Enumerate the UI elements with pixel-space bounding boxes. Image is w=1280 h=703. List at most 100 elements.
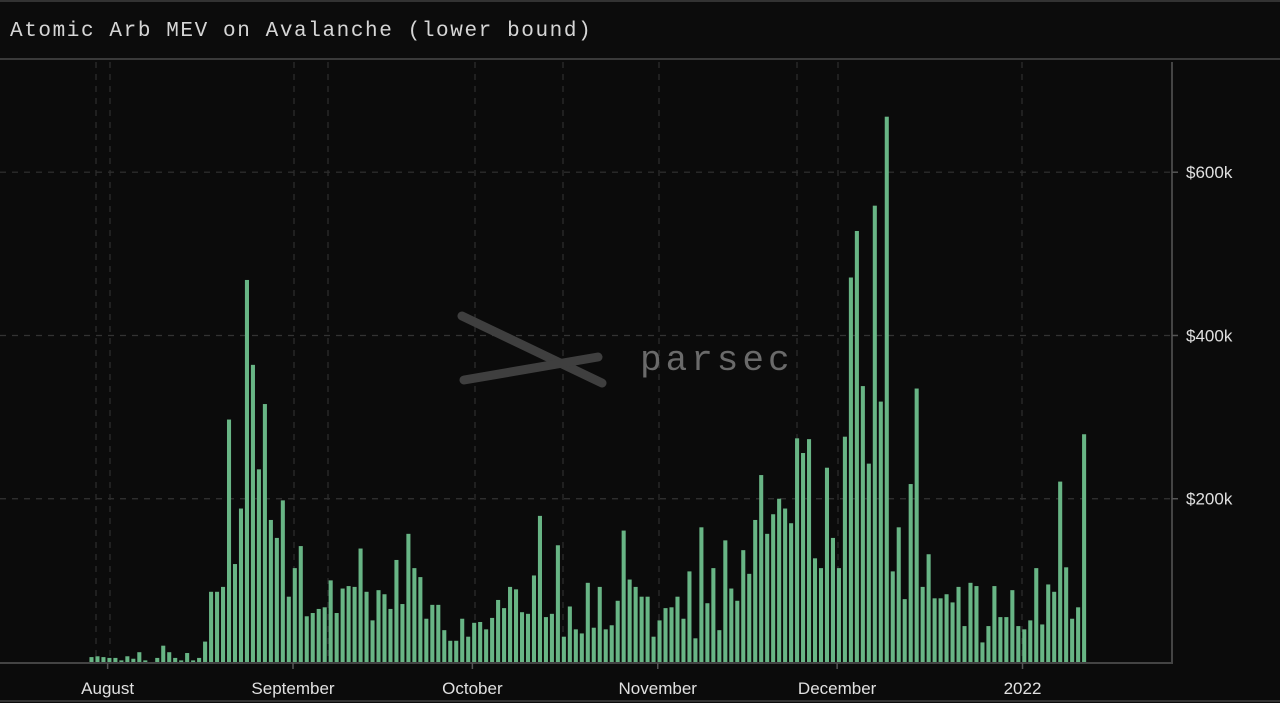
- bar: [902, 599, 907, 662]
- bar: [980, 642, 985, 662]
- bar: [334, 613, 339, 662]
- bar: [711, 568, 716, 662]
- bar: [950, 602, 955, 662]
- bar: [735, 600, 740, 662]
- bar: [424, 618, 429, 662]
- bar: [292, 568, 297, 662]
- bar: [101, 657, 106, 662]
- bar: [729, 588, 734, 662]
- bar: [609, 625, 614, 662]
- bar: [376, 590, 381, 662]
- grid: [0, 62, 1172, 662]
- bar: [232, 564, 238, 662]
- bar: [759, 475, 764, 662]
- bar: [747, 573, 752, 662]
- bar: [543, 617, 548, 662]
- bar: [1058, 481, 1063, 662]
- watermark-text: parsec: [640, 340, 794, 381]
- bar: [998, 617, 1003, 662]
- title-bar: Atomic Arb MEV on Avalanche (lower bound…: [0, 0, 1280, 60]
- bar: [627, 579, 632, 662]
- bar: [119, 660, 124, 662]
- axes: [0, 62, 1280, 702]
- bar: [448, 640, 453, 662]
- bar: [789, 523, 794, 662]
- bar: [896, 527, 901, 662]
- bar: [514, 589, 519, 662]
- bar: [866, 463, 871, 662]
- y-tick-label: $600k: [1186, 163, 1233, 182]
- bar: [388, 608, 393, 662]
- bar: [621, 530, 626, 662]
- bar: [1034, 568, 1039, 662]
- bar: [555, 545, 560, 662]
- bar: [783, 508, 788, 662]
- bar: [280, 500, 285, 662]
- y-tick-label: $200k: [1186, 490, 1233, 509]
- chart-title: Atomic Arb MEV on Avalanche (lower bound…: [10, 20, 593, 43]
- bar: [771, 514, 776, 662]
- bar: [137, 652, 142, 662]
- bar: [812, 558, 818, 662]
- parsec-watermark: parsec: [457, 311, 794, 388]
- bar: [830, 537, 835, 662]
- bar: [185, 653, 190, 662]
- bar: [801, 453, 806, 662]
- bar: [226, 419, 232, 662]
- bar: [824, 467, 830, 662]
- bar: [490, 617, 495, 662]
- bar: [597, 586, 602, 662]
- bar: [890, 571, 895, 662]
- bar: [340, 588, 345, 662]
- bar: [400, 604, 405, 662]
- bar: [765, 533, 770, 662]
- bar: [699, 527, 704, 662]
- bar: [705, 603, 710, 662]
- bar: [179, 660, 184, 662]
- bar: [250, 364, 255, 662]
- bar: [274, 537, 279, 662]
- bar: [1016, 626, 1021, 662]
- bar: [238, 508, 244, 662]
- bar: [394, 559, 399, 662]
- bar: [1046, 584, 1051, 662]
- bar: [286, 596, 291, 662]
- bars: [89, 116, 1087, 663]
- bar: [173, 657, 178, 662]
- bar: [884, 116, 889, 663]
- bar: [860, 386, 865, 662]
- bar: [717, 630, 722, 662]
- bar: [95, 656, 100, 662]
- bar: [244, 279, 249, 662]
- bar: [585, 582, 590, 662]
- bar: [675, 596, 680, 662]
- bar: [155, 657, 160, 662]
- bar: [914, 388, 919, 662]
- bar: [549, 613, 554, 662]
- bar: [215, 591, 220, 662]
- bar: [968, 582, 973, 662]
- bar: [723, 540, 728, 662]
- bar: [567, 606, 572, 662]
- bar: [1004, 617, 1009, 662]
- bar: [191, 660, 196, 662]
- bar: [974, 586, 979, 662]
- y-tick-label: $400k: [1186, 326, 1233, 345]
- x-ticks: August September October November December 20…: [81, 663, 1041, 698]
- bar: [1010, 590, 1015, 662]
- bar: [316, 608, 321, 662]
- bar: [131, 658, 136, 662]
- bar: [430, 604, 435, 662]
- bar: [496, 599, 501, 662]
- bar: [944, 594, 949, 662]
- bar: [681, 618, 686, 662]
- bar: [143, 660, 148, 662]
- bar: [848, 277, 853, 662]
- bar: [1070, 618, 1075, 662]
- bar: [466, 636, 471, 662]
- bar: [209, 591, 214, 662]
- bar: [926, 554, 931, 662]
- bar: [352, 586, 357, 662]
- bar: [818, 568, 824, 662]
- bar: [938, 598, 943, 662]
